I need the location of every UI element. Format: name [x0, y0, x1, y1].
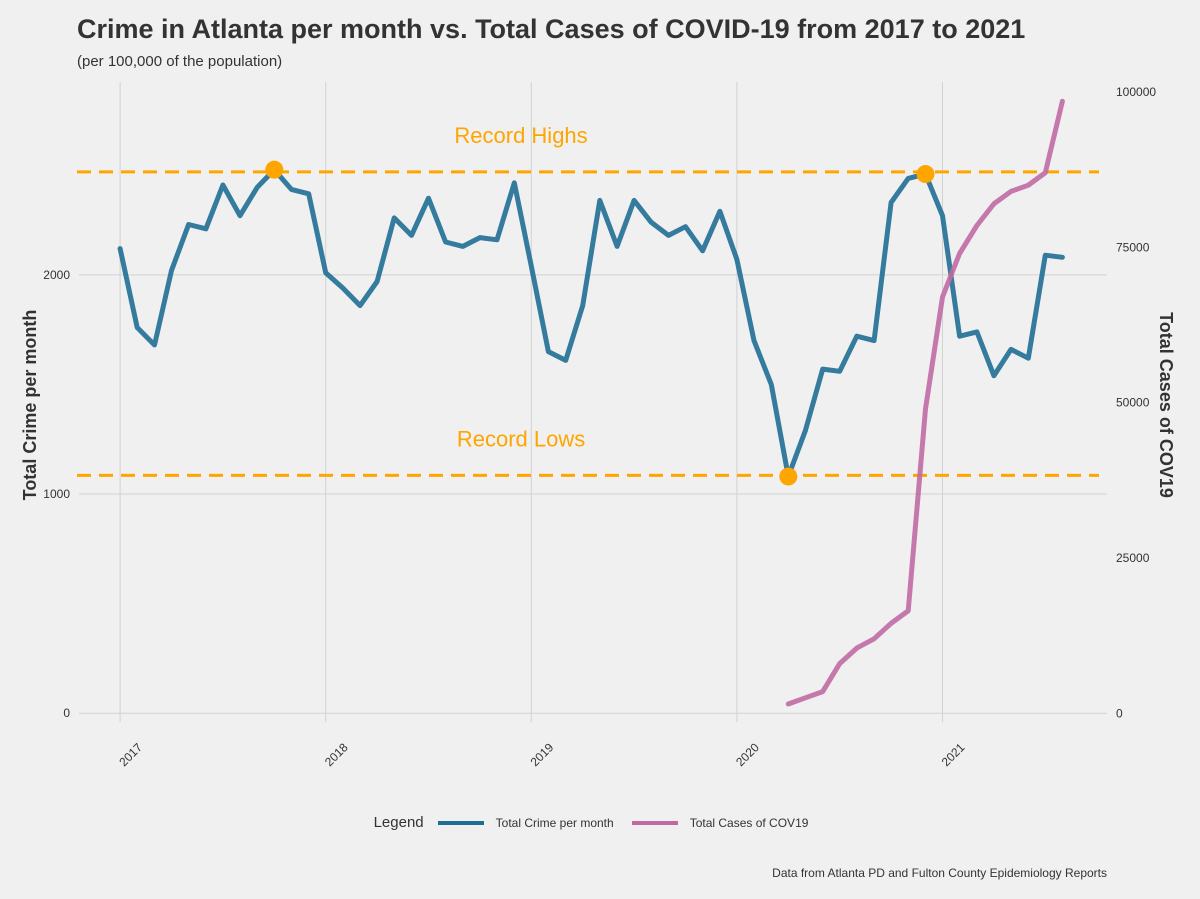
y-tick-label-right: 0 — [1116, 706, 1123, 720]
x-tick-label: 2020 — [733, 740, 762, 769]
x-tick-label: 2021 — [939, 740, 968, 769]
highlight-point — [265, 160, 284, 179]
y-axis-label-right: Total Cases of COV19 — [1156, 312, 1176, 498]
y-tick-label-left: 0 — [63, 706, 70, 720]
y-tick-label-right: 25000 — [1116, 551, 1150, 565]
y-tick-label-right: 50000 — [1116, 396, 1150, 410]
highlight-point — [916, 165, 935, 184]
legend-label-covid: Total Cases of COV19 — [689, 815, 809, 830]
legend-key-covid — [631, 820, 678, 825]
y-tick-label-left: 1000 — [43, 487, 70, 501]
y-tick-label-right: 100000 — [1116, 85, 1156, 99]
reference-label: Record Highs — [454, 123, 587, 148]
legend-item-covid: Total Cases of COV19 — [631, 815, 809, 830]
x-tick-label: 2018 — [322, 740, 351, 769]
y-axis-label-left: Total Crime per month — [20, 310, 40, 501]
legend-key-crime — [437, 820, 484, 825]
data-source-caption: Data from Atlanta PD and Fulton County E… — [772, 866, 1107, 880]
x-tick-label: 2019 — [528, 740, 557, 769]
series-line-crime — [117, 167, 1065, 479]
legend-item-crime: Total Crime per month — [437, 815, 614, 830]
series-line-covid — [785, 98, 1065, 707]
y-tick-label-left: 2000 — [43, 268, 70, 282]
y-tick-label-right: 75000 — [1116, 240, 1150, 254]
reference-label: Record Lows — [457, 426, 585, 451]
highlight-point — [779, 467, 798, 486]
legend-label-crime: Total Crime per month — [495, 815, 614, 830]
legend: Legend Total Crime per month Total Cases… — [0, 814, 1200, 831]
chart-title: Crime in Atlanta per month vs. Total Cas… — [77, 14, 1026, 44]
legend-title: Legend — [373, 814, 424, 831]
chart-subtitle: (per 100,000 of the population) — [77, 53, 283, 70]
x-tick-label: 2017 — [116, 740, 145, 769]
